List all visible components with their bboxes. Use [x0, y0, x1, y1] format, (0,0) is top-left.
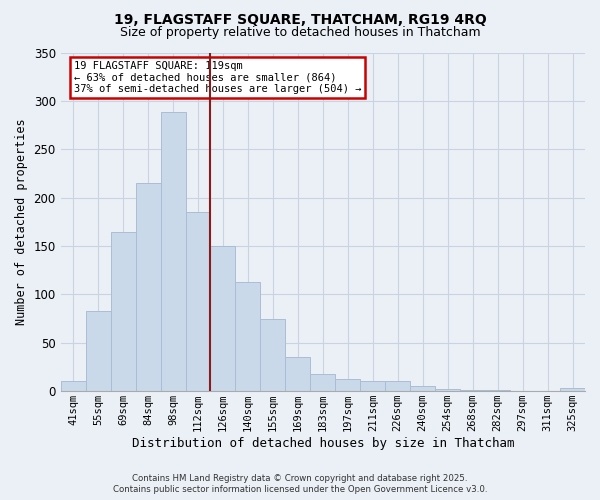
Bar — [560, 388, 585, 391]
Bar — [211, 246, 235, 391]
Bar — [185, 212, 211, 391]
Bar — [260, 318, 286, 391]
Bar — [360, 380, 385, 391]
Text: 19, FLAGSTAFF SQUARE, THATCHAM, RG19 4RQ: 19, FLAGSTAFF SQUARE, THATCHAM, RG19 4RQ — [113, 12, 487, 26]
Bar — [410, 386, 435, 391]
Bar — [335, 378, 360, 391]
Bar — [485, 390, 510, 391]
Text: Size of property relative to detached houses in Thatcham: Size of property relative to detached ho… — [119, 26, 481, 39]
Bar — [110, 232, 136, 391]
Title: 19, FLAGSTAFF SQUARE, THATCHAM, RG19 4RQ
Size of property relative to detached h: 19, FLAGSTAFF SQUARE, THATCHAM, RG19 4RQ… — [0, 499, 1, 500]
Bar — [435, 389, 460, 391]
Text: 19 FLAGSTAFF SQUARE: 119sqm
← 63% of detached houses are smaller (864)
37% of se: 19 FLAGSTAFF SQUARE: 119sqm ← 63% of det… — [74, 61, 361, 94]
Bar — [460, 390, 485, 391]
Bar — [286, 358, 310, 391]
Text: Contains HM Land Registry data © Crown copyright and database right 2025.
Contai: Contains HM Land Registry data © Crown c… — [113, 474, 487, 494]
Bar — [86, 311, 110, 391]
Bar — [136, 183, 161, 391]
X-axis label: Distribution of detached houses by size in Thatcham: Distribution of detached houses by size … — [131, 437, 514, 450]
Bar — [161, 112, 185, 391]
Bar — [61, 380, 86, 391]
Bar — [235, 282, 260, 391]
Y-axis label: Number of detached properties: Number of detached properties — [15, 118, 28, 325]
Bar — [310, 374, 335, 391]
Bar — [385, 382, 410, 391]
